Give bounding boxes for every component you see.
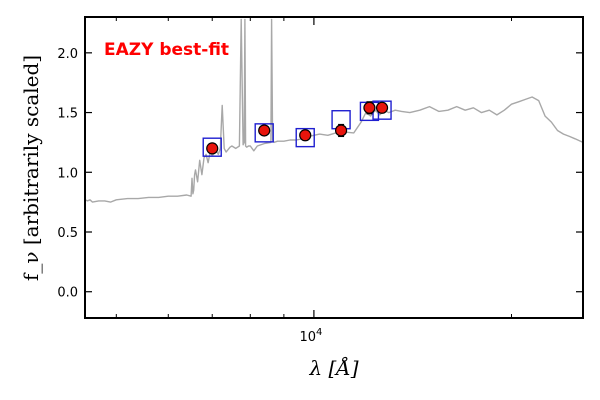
observed-point — [375, 101, 389, 114]
plot-frame — [84, 16, 584, 319]
y-tick-label: 1.5 — [57, 107, 78, 122]
model-photometry-box — [254, 123, 274, 143]
x-tick-label: 104 — [299, 327, 322, 345]
observed-photometry-points — [206, 101, 389, 155]
model-photometry-box — [202, 137, 222, 157]
y-tick-label: 2.0 — [57, 47, 78, 62]
y-tick-label: 0.5 — [57, 226, 78, 241]
y-axis-title: f_ν [arbitrarily scaled] — [19, 55, 43, 281]
y-tick-label: 0.0 — [57, 286, 78, 301]
x-axis-ticks: 104 — [115, 17, 513, 345]
y-tick-label: 1.0 — [57, 166, 78, 181]
fit-annotation: EAZY best-fit — [104, 40, 229, 60]
model-photometry-boxes — [202, 100, 392, 157]
observed-point — [258, 124, 271, 137]
model-spectrum-line — [84, 18, 584, 203]
x-axis-title: λ [Å] — [308, 355, 358, 380]
model-photometry-box — [295, 127, 315, 148]
y-axis-ticks: 0.0 0.5 1.0 1.5 2.0 — [57, 47, 583, 301]
observed-point — [334, 124, 348, 137]
observed-point — [363, 101, 376, 114]
observed-point — [299, 129, 312, 142]
plot-area — [84, 18, 584, 203]
observed-point — [206, 142, 219, 155]
